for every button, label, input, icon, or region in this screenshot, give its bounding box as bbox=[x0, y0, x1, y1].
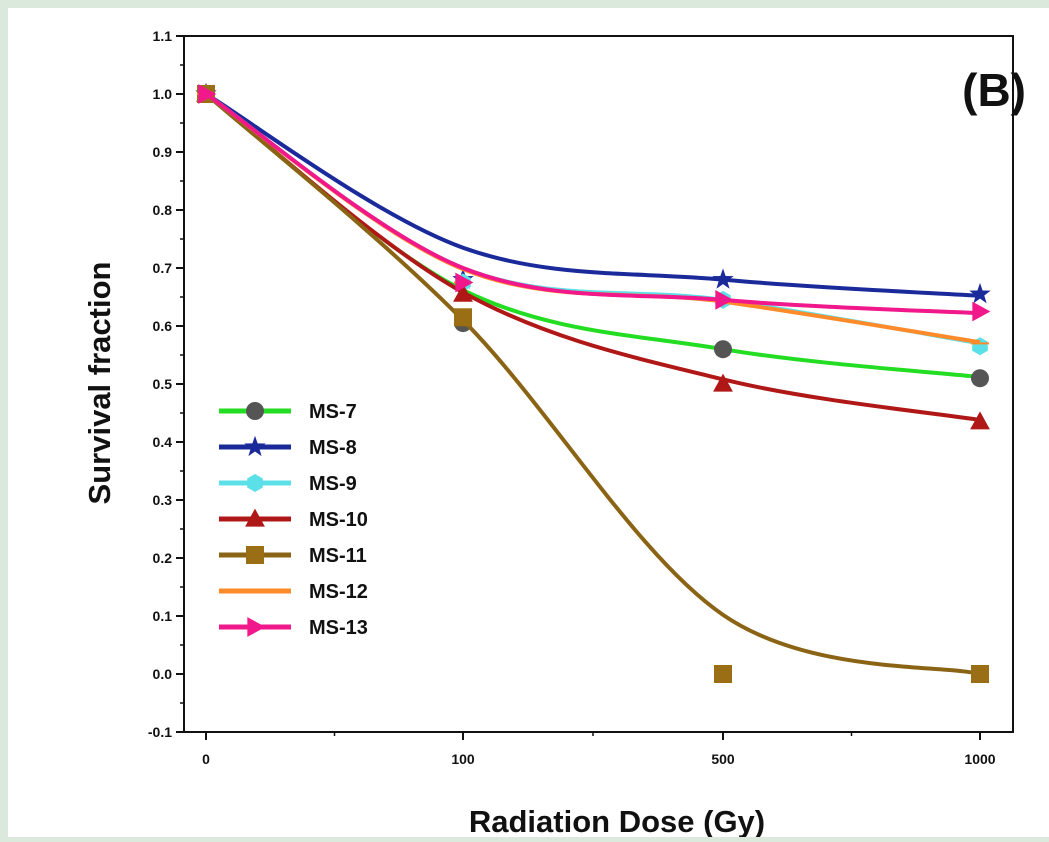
legend-item: MS-11 bbox=[219, 545, 367, 567]
y-tick-label: 0.9 bbox=[153, 144, 173, 160]
y-tick-label: 0.5 bbox=[153, 376, 173, 392]
series-ms-12 bbox=[197, 92, 989, 345]
data-point bbox=[969, 282, 991, 304]
panel-label: (B) bbox=[962, 64, 1026, 116]
y-tick-label: 0.7 bbox=[153, 260, 173, 276]
legend-marker bbox=[247, 617, 266, 637]
series-line bbox=[204, 92, 981, 345]
y-tick-label: 0.2 bbox=[153, 550, 173, 566]
data-point bbox=[453, 283, 473, 302]
data-point bbox=[714, 665, 732, 683]
legend-label: MS-8 bbox=[309, 437, 357, 459]
data-point bbox=[970, 411, 990, 430]
figure-panel: -0.1 0.0 0.1 0.2 0.3 0.4 0.5 0.6 0.7 0.8 0.9 1.0 1.1… bbox=[8, 8, 1049, 839]
y-tick-label: 0.8 bbox=[153, 202, 173, 218]
series-line bbox=[204, 92, 981, 298]
y-tick-label: 0.4 bbox=[153, 434, 173, 450]
data-point bbox=[454, 308, 472, 327]
legend-marker bbox=[244, 435, 266, 457]
data-point bbox=[971, 369, 989, 388]
y-tick-label: 0.6 bbox=[153, 318, 173, 334]
series-line bbox=[204, 92, 981, 422]
series-line bbox=[204, 92, 981, 346]
data-point bbox=[198, 84, 217, 104]
legend-item: MS-12 bbox=[219, 581, 368, 603]
legend-item: MS-7 bbox=[219, 401, 357, 423]
data-point bbox=[715, 290, 734, 310]
data-point bbox=[972, 301, 991, 322]
legend-marker bbox=[246, 402, 264, 420]
legend-label: MS-10 bbox=[309, 509, 368, 531]
legend: MS-7 MS-8 MS-9 MS-10 MS-11 MS-12 MS-13 bbox=[219, 401, 368, 639]
data-point bbox=[712, 268, 734, 289]
x-tick-label: 0 bbox=[202, 751, 210, 767]
legend-label: MS-11 bbox=[309, 545, 367, 567]
legend-marker bbox=[247, 474, 263, 492]
survival-fraction-chart: -0.1 0.0 0.1 0.2 0.3 0.4 0.5 0.6 0.7 0.8 0.9 1.0 1.1… bbox=[82, 28, 1026, 839]
x-axis-title: Radiation Dose (Gy) bbox=[469, 804, 765, 837]
series-line bbox=[204, 92, 981, 380]
data-point bbox=[714, 340, 732, 359]
legend-marker bbox=[245, 508, 265, 527]
x-tick-label: 1000 bbox=[964, 751, 995, 767]
x-tick-label: 500 bbox=[711, 751, 735, 767]
y-tick-label: 1.0 bbox=[153, 86, 173, 102]
data-point bbox=[455, 272, 474, 293]
y-tick-label: -0.1 bbox=[148, 724, 172, 740]
legend-marker bbox=[246, 546, 264, 564]
y-tick-label: 0.1 bbox=[153, 608, 173, 624]
legend-item: MS-10 bbox=[219, 508, 368, 531]
y-tick-label: 1.1 bbox=[153, 28, 173, 44]
legend-label: MS-7 bbox=[309, 401, 357, 423]
series-ms-8 bbox=[195, 82, 991, 304]
series-ms-10 bbox=[196, 83, 990, 430]
series-ms-9 bbox=[198, 85, 988, 356]
legend-label: MS-9 bbox=[309, 473, 357, 495]
series-line bbox=[204, 92, 981, 676]
y-tick-label: 0.3 bbox=[153, 492, 173, 508]
series-line bbox=[204, 92, 981, 316]
legend-item: MS-9 bbox=[219, 473, 357, 495]
legend-label: MS-12 bbox=[309, 581, 368, 603]
y-axis-title: Survival fraction bbox=[82, 262, 117, 505]
series-ms-7 bbox=[197, 85, 989, 388]
series-ms-13 bbox=[198, 84, 991, 322]
series-ms-11 bbox=[197, 85, 989, 683]
legend-item: MS-8 bbox=[219, 435, 357, 459]
y-tick-label: 0.0 bbox=[153, 666, 173, 682]
legend-label: MS-13 bbox=[309, 617, 368, 639]
x-tick-label: 100 bbox=[451, 751, 475, 767]
data-point bbox=[971, 665, 989, 683]
data-point bbox=[713, 373, 733, 392]
legend-item: MS-13 bbox=[219, 617, 368, 639]
